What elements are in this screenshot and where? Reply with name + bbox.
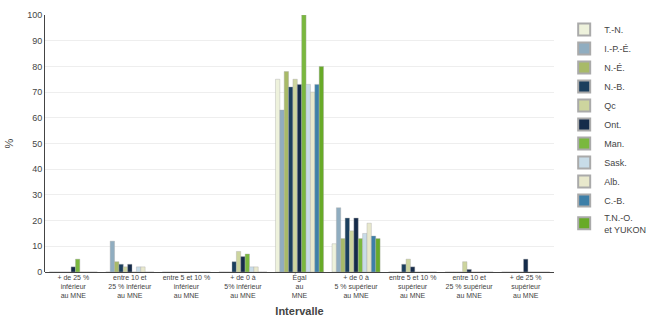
svg-text:Alb.: Alb. — [604, 177, 620, 187]
svg-text:ÉgalauMNE: ÉgalauMNE — [292, 273, 308, 299]
svg-text:Intervalle: Intervalle — [275, 305, 323, 317]
svg-text:entre 10 et25 % supérieurau MN: entre 10 et25 % supérieurau MNE — [446, 274, 494, 299]
svg-text:90: 90 — [32, 36, 42, 46]
svg-text:80: 80 — [32, 62, 42, 72]
svg-text:50: 50 — [32, 139, 42, 149]
svg-text:Ont.: Ont. — [604, 120, 621, 130]
svg-text:entre 5 et 10 %inférieurau MNE: entre 5 et 10 %inférieurau MNE — [163, 274, 210, 299]
svg-text:C.-B.: C.-B. — [604, 196, 625, 206]
svg-text:60: 60 — [32, 113, 42, 123]
svg-text:T.N.-O.et YUKON: T.N.-O.et YUKON — [604, 213, 646, 235]
svg-text:+ de 25 %inférieurau MNE: + de 25 %inférieurau MNE — [57, 274, 89, 299]
svg-text:100: 100 — [27, 10, 42, 20]
svg-text:10: 10 — [32, 241, 42, 251]
svg-text:N.-B.: N.-B. — [604, 82, 625, 92]
svg-text:Sask.: Sask. — [604, 158, 627, 168]
svg-text:I.-P.-É.: I.-P.-É. — [604, 44, 631, 54]
svg-text:20: 20 — [32, 216, 42, 226]
svg-text:N.-É.: N.-É. — [604, 63, 625, 73]
svg-text:+ de 0 à5% inférieurau MNE: + de 0 à5% inférieurau MNE — [224, 274, 262, 299]
svg-text:%: % — [3, 138, 15, 148]
svg-text:Man.: Man. — [604, 139, 624, 149]
svg-text:0: 0 — [37, 267, 42, 277]
svg-text:40: 40 — [32, 164, 42, 174]
svg-text:+ de 25 %supérieurau MNE: + de 25 %supérieurau MNE — [510, 274, 542, 299]
svg-text:Qc: Qc — [604, 101, 616, 111]
svg-text:entre 10 et25 % inférieurau MN: entre 10 et25 % inférieurau MNE — [108, 274, 152, 299]
svg-text:T.-N.: T.-N. — [604, 25, 623, 35]
svg-text:+ de 0 à5 % supérieurau MNE: + de 0 à5 % supérieurau MNE — [334, 274, 378, 299]
svg-text:70: 70 — [32, 87, 42, 97]
svg-text:entre 5 et 10 %supérieurau MNE: entre 5 et 10 %supérieurau MNE — [389, 274, 436, 299]
svg-text:30: 30 — [32, 190, 42, 200]
